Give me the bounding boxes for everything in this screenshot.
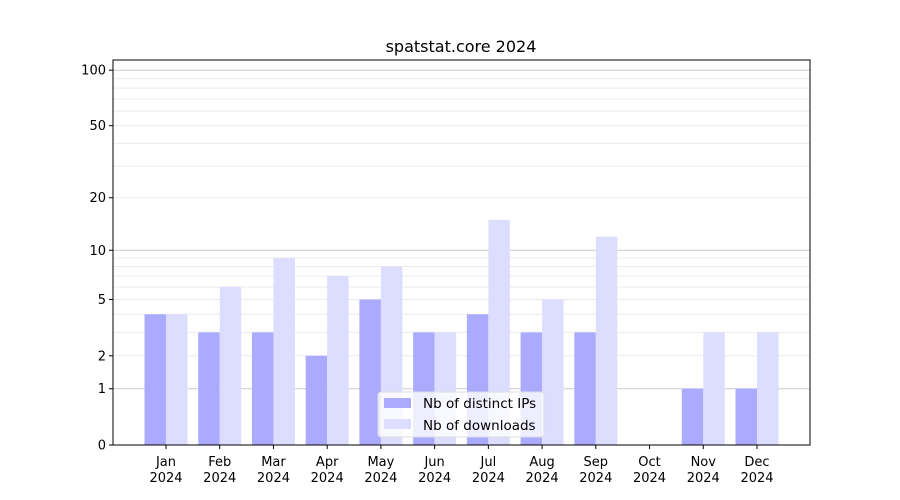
bar-distinct-ips	[198, 332, 220, 445]
x-tick-label: Apr 2024	[311, 455, 344, 486]
x-tick-label: Mar 2024	[257, 455, 290, 486]
bar-downloads	[166, 314, 188, 445]
y-axis: 0 1 2 5 10 20 50 100	[81, 64, 113, 454]
bar-distinct-ips	[574, 332, 596, 445]
y-tick-label: 2	[98, 349, 106, 364]
legend-label-downloads: Nb of downloads	[423, 418, 536, 434]
grid	[113, 69, 810, 390]
y-tick-label: 100	[81, 64, 106, 79]
legend: Nb of distinct IPs Nb of downloads	[377, 391, 545, 438]
x-tick-label: Jul 2024	[472, 455, 505, 486]
x-tick-label: Oct 2024	[633, 455, 666, 486]
x-axis: Jan 2024 Feb 2024 Mar 2024 Apr 2024 May 2024 Jun 20…	[149, 445, 774, 486]
x-tick-label: Nov 2024	[687, 455, 720, 486]
bar-downloads	[542, 299, 564, 445]
bar-downloads	[219, 286, 242, 445]
x-tick-label: Sep 2024	[579, 455, 612, 486]
y-tick-label: 1	[98, 382, 106, 397]
bar-downloads	[327, 276, 349, 445]
legend-box	[377, 391, 545, 438]
x-tick-label: Jan 2024	[149, 455, 182, 486]
bar-downloads	[595, 236, 618, 445]
legend-swatch-distinct-ips	[384, 398, 411, 408]
bar-downloads	[757, 332, 779, 445]
y-tick-label: 50	[89, 119, 106, 134]
y-tick-label: 10	[89, 244, 106, 259]
bar-downloads	[488, 219, 510, 445]
bar-distinct-ips	[251, 332, 274, 445]
bar-distinct-ips	[144, 314, 166, 445]
y-tick-label: 0	[98, 439, 106, 454]
legend-swatch-downloads	[384, 419, 411, 429]
x-tick-label: Aug 2024	[526, 455, 559, 486]
x-tick-label: Feb 2024	[203, 455, 236, 486]
y-tick-label: 5	[98, 293, 106, 308]
bar-distinct-ips	[681, 388, 704, 445]
y-tick-label: 20	[89, 191, 106, 206]
bar-distinct-ips	[359, 299, 381, 445]
bar-downloads	[703, 332, 725, 445]
bar-distinct-ips	[305, 355, 328, 445]
x-tick-label: Dec 2024	[740, 455, 773, 486]
x-tick-label: May 2024	[364, 455, 397, 486]
x-tick-label: Jun 2024	[418, 455, 451, 486]
bar-distinct-ips	[735, 388, 757, 445]
chart-title: spatstat.core 2024	[386, 37, 537, 56]
bar-downloads	[273, 258, 295, 445]
legend-label-distinct-ips: Nb of distinct IPs	[423, 396, 536, 412]
axes-frame	[112, 59, 811, 446]
